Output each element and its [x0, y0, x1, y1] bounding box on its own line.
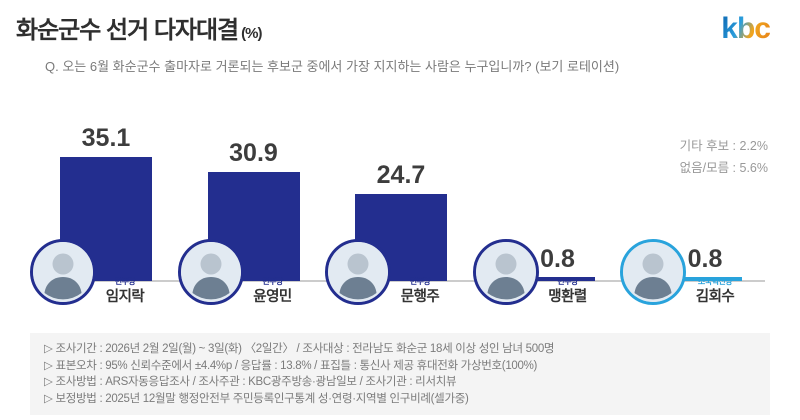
- survey-question: Q. 오는 6월 화순군수 출마자로 거론되는 후보군 중에서 가장 지지하는 …: [45, 59, 620, 74]
- candidate-photo: [620, 239, 686, 305]
- candidate-value: 24.7: [376, 160, 426, 189]
- footnote-line: ▷ 표본오차 : 95% 신뢰수준에서 ±4.4%p / 응답률 : 13.8%…: [44, 359, 538, 372]
- candidate-group: 0.8 민주당 맹환렬: [472, 110, 623, 310]
- candidate-group: 0.8 조국혁신당 김회수: [620, 110, 770, 310]
- candidate-party-label: 민주당: [262, 277, 283, 286]
- page-title-text: 화순군수 선거 다자대결: [16, 17, 239, 44]
- others-note: 기타 후보 : 2.2%: [679, 139, 768, 153]
- footnote-line: ▷ 조사방법 : ARS자동응답조사 / 조사주관 : KBC광주방송·광남일보…: [44, 376, 457, 388]
- candidate-party-label: 민주당: [557, 277, 578, 286]
- page-title: 화순군수 선거 다자대결 (%): [16, 10, 262, 45]
- candidate-party-label: 조국혁신당: [697, 277, 733, 286]
- candidate-name: 맹환렬: [548, 289, 587, 305]
- candidate-name: 김회수: [695, 289, 735, 305]
- candidate-photo: [30, 239, 96, 305]
- kbc-logo: kbc: [721, 12, 771, 45]
- person-avatar-icon: [33, 242, 93, 302]
- candidate-group: 30.9 민주당 윤영민: [177, 110, 328, 310]
- page-title-unit: (%): [241, 25, 262, 42]
- candidate-name: 문행주: [400, 289, 440, 305]
- candidate-bar: [502, 277, 595, 281]
- candidate-name: 윤영민: [253, 289, 292, 305]
- person-avatar-icon: [180, 242, 241, 302]
- chart-baseline: [38, 280, 765, 282]
- footnote-line: ▷ 보정방법 : 2025년 12월말 행정안전부 주민등록인구통계 성·연령·…: [44, 392, 469, 405]
- candidate-group: 35.1 민주당 임지락: [30, 110, 180, 310]
- person-avatar-icon: [475, 242, 536, 302]
- candidate-value: 30.9: [229, 138, 278, 167]
- candidate-name: 임지락: [105, 289, 145, 305]
- candidate-party-label: 민주당: [409, 277, 431, 286]
- candidate-photo: [325, 239, 391, 305]
- none-note: 없음/모름 : 5.6%: [679, 160, 768, 175]
- person-avatar-icon: [623, 242, 683, 302]
- candidate-photo: [177, 239, 244, 305]
- methodology-box: ▷ 조사기간 : 2026년 2월 2일(월) ~ 3일(화) 〈2일간〉 / …: [30, 333, 770, 415]
- candidate-value: 35.1: [81, 123, 131, 152]
- candidate-party-label: 민주당: [114, 277, 136, 286]
- candidate-group: 24.7 민주당 문행주: [325, 110, 475, 310]
- candidate-bar: [650, 277, 742, 281]
- side-notes: 기타 후보 : 2.2% 없음/모름 : 5.6%: [680, 136, 768, 180]
- candidate-value: 0.8: [687, 244, 723, 273]
- candidate-photo: [472, 239, 539, 305]
- person-avatar-icon: [328, 242, 388, 302]
- candidate-value: 0.8: [540, 244, 575, 273]
- footnote-line: ▷ 조사기간 : 2026년 2월 2일(월) ~ 3일(화) 〈2일간〉 / …: [44, 343, 555, 355]
